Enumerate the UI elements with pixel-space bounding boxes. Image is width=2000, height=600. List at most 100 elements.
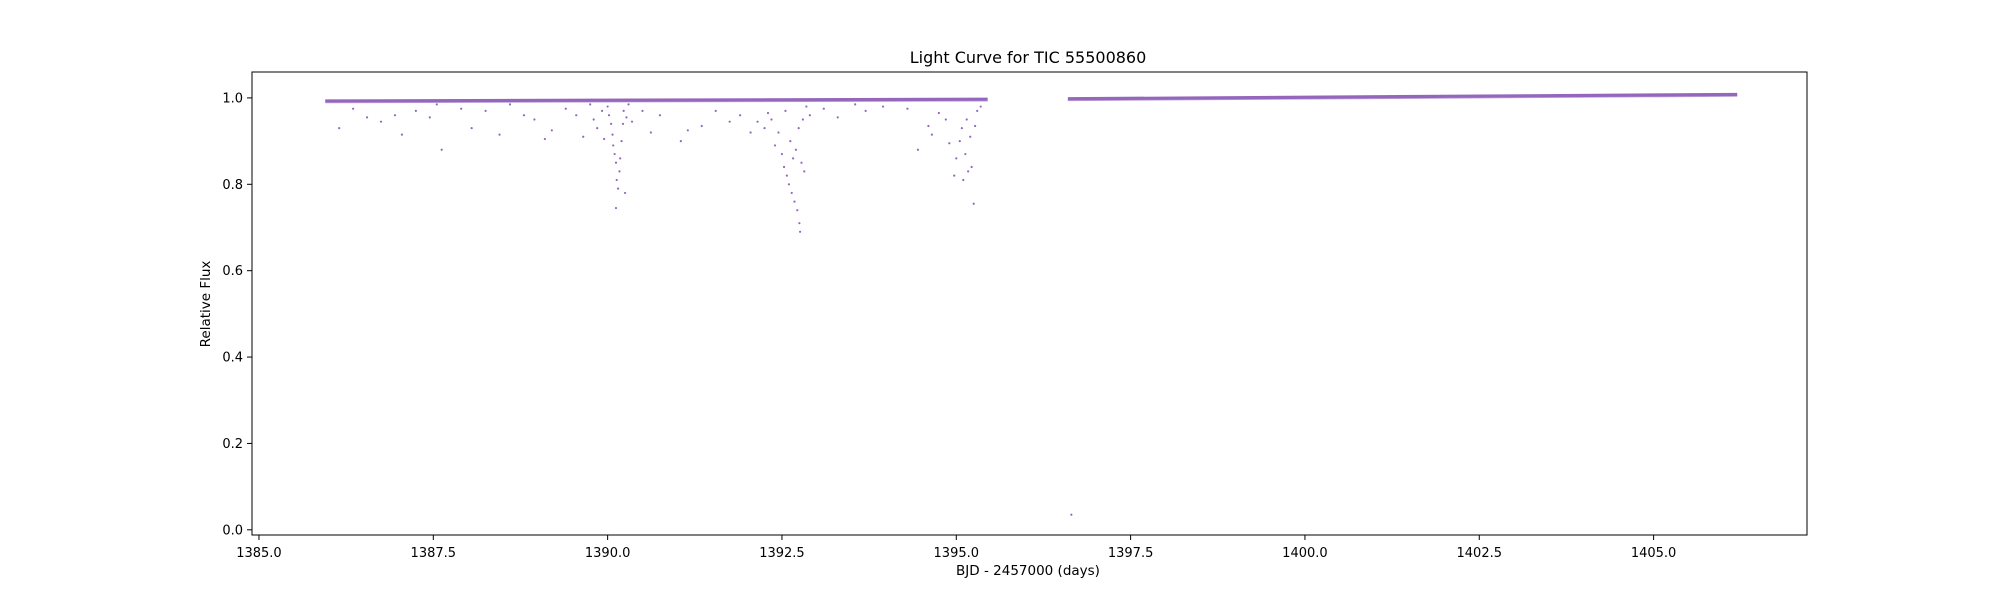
data-point [596,127,599,130]
data-point [780,152,784,156]
data-point [766,111,770,115]
data-point [773,144,777,147]
data-point [793,200,796,203]
data-point [575,114,578,117]
data-point [790,191,793,195]
data-point [625,116,628,119]
data-point [916,148,920,151]
data-point [613,152,616,156]
data-series [325,92,1738,516]
x-tick-label: 1387.5 [411,546,457,561]
data-point [864,109,867,112]
data-point [498,133,501,136]
baseline-flux-band [1067,92,1738,101]
x-tick-label: 1405.0 [1631,546,1677,561]
y-tick-label: 1.0 [222,91,243,106]
data-point [798,222,801,225]
data-point [460,107,463,110]
data-point [614,206,618,210]
data-point [777,131,780,134]
data-point [970,165,973,169]
data-point [484,109,487,112]
data-point [649,131,652,134]
data-point [798,230,802,233]
data-point [630,120,634,123]
x-tick-label: 1392.5 [759,546,805,561]
y-tick-label: 0.4 [222,351,243,366]
data-point [979,105,982,108]
data-point [623,191,627,195]
data-point [756,120,759,123]
data-point [641,109,644,112]
data-point [543,137,546,141]
data-point [414,109,417,112]
data-point [508,103,512,106]
data-point [800,161,803,164]
data-point [782,165,786,169]
baseline-flux-band-lower [1067,95,1738,102]
data-point [400,133,404,136]
data-point [619,157,622,160]
data-point [700,124,703,128]
data-point [679,140,682,143]
data-point [948,142,951,145]
data-point [607,114,611,117]
data-point [953,174,956,177]
x-tick-label: 1397.5 [1108,546,1154,561]
data-point [808,114,811,117]
y-tick-label: 0.8 [222,178,243,193]
data-point [770,118,773,121]
data-point [440,148,443,151]
data-point [787,183,791,186]
data-point [622,109,625,112]
x-tick-label: 1385.0 [236,546,282,561]
x-tick-label: 1402.5 [1457,546,1503,561]
data-point [822,107,825,110]
baseline-flux-band [325,97,988,103]
y-tick-label: 0.6 [222,264,243,279]
data-point [944,118,947,121]
data-point [428,116,431,119]
data-point [379,120,383,123]
plot-area-frame [251,71,1808,536]
data-point [620,140,623,143]
data-point [533,118,536,121]
data-point [797,127,800,130]
data-point [686,129,689,132]
data-point [616,187,620,190]
data-point [610,122,613,125]
data-point [589,103,592,106]
data-point [1070,513,1073,516]
data-point [962,178,965,182]
data-point [803,170,806,173]
data-point [972,202,975,205]
data-point [906,107,909,110]
x-axis: 1385.0 1387.5 1390.0 1392.5 1395.0 1397.5 1400… [236,535,1676,561]
data-point [964,152,967,156]
data-point [592,118,595,121]
data-point [338,127,341,130]
data-point [603,137,606,141]
data-point [785,174,788,177]
data-point [612,144,615,147]
y-axis-label: Relative Flux [198,261,214,348]
data-point [784,109,787,112]
baseline-flux-band-lower [325,100,988,104]
data-point [365,116,369,119]
data-point [658,114,662,117]
y-tick-label: 0.2 [222,437,243,452]
data-point [763,127,766,130]
data-point [969,135,972,138]
data-point [836,116,839,119]
x-tick-label: 1390.0 [585,546,631,561]
data-point [930,133,933,136]
data-point [958,140,961,143]
data-point [805,105,808,108]
y-axis: 0.0 0.2 0.4 0.6 0.8 1.0 [222,91,252,538]
data-point [470,127,473,130]
data-point [739,114,742,117]
data-point [728,120,731,123]
data-point [600,109,604,112]
data-point [714,109,717,112]
